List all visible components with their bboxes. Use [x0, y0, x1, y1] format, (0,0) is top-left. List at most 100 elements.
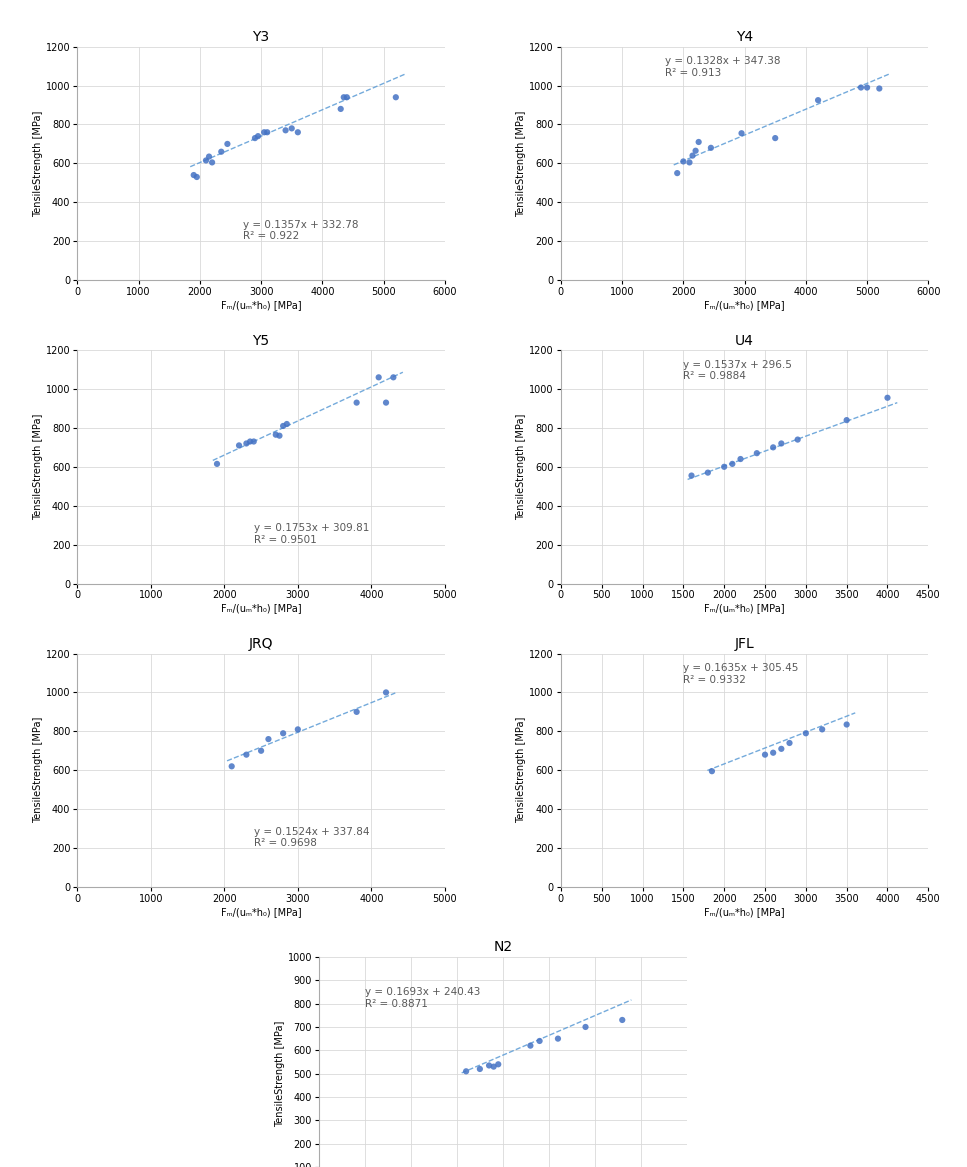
Point	[749, 443, 765, 462]
Point	[839, 411, 855, 429]
Point	[279, 414, 295, 433]
Y-axis label: TensileStrength [MPa]: TensileStrength [MPa]	[516, 413, 526, 520]
Point	[349, 703, 365, 721]
Point	[250, 127, 266, 146]
Point	[522, 1036, 538, 1055]
Point	[700, 463, 716, 482]
Point	[349, 393, 365, 412]
Y-axis label: TensileStrength [MPa]: TensileStrength [MPa]	[33, 413, 43, 520]
Point	[703, 139, 718, 158]
Point	[774, 434, 789, 453]
Text: y = 0.1753x + 309.81
R² = 0.9501: y = 0.1753x + 309.81 R² = 0.9501	[253, 523, 369, 545]
Point	[688, 141, 703, 160]
Point	[472, 1060, 487, 1078]
Point	[231, 436, 247, 455]
Point	[276, 417, 291, 435]
Point	[189, 168, 205, 187]
Point	[290, 123, 306, 141]
Point	[798, 724, 813, 742]
Point	[757, 746, 773, 764]
Point	[685, 146, 700, 165]
Title: Y5: Y5	[252, 334, 270, 348]
Point	[860, 78, 875, 97]
X-axis label: Fₘ/(uₘ*h₀) [MPa]: Fₘ/(uₘ*h₀) [MPa]	[220, 300, 302, 309]
Point	[276, 724, 291, 742]
Point	[853, 78, 868, 97]
Point	[201, 147, 217, 166]
Point	[704, 762, 719, 781]
Point	[839, 715, 855, 734]
Point	[268, 425, 283, 443]
Point	[458, 1062, 474, 1081]
Point	[768, 128, 783, 147]
Point	[676, 152, 691, 170]
X-axis label: Fₘ/(uₘ*h₀) [MPa]: Fₘ/(uₘ*h₀) [MPa]	[704, 603, 785, 613]
X-axis label: Fₘ/(uₘ*h₀) [MPa]: Fₘ/(uₘ*h₀) [MPa]	[220, 603, 302, 613]
Point	[577, 1018, 593, 1036]
Text: y = 0.1537x + 296.5
R² = 0.9884: y = 0.1537x + 296.5 R² = 0.9884	[684, 359, 792, 382]
Point	[239, 434, 254, 453]
Point	[371, 368, 387, 386]
X-axis label: Fₘ/(uₘ*h₀) [MPa]: Fₘ/(uₘ*h₀) [MPa]	[220, 907, 302, 916]
Text: y = 0.1524x + 337.84
R² = 0.9698: y = 0.1524x + 337.84 R² = 0.9698	[253, 826, 369, 848]
Point	[224, 757, 240, 776]
Point	[774, 740, 789, 759]
Point	[684, 466, 699, 485]
Y-axis label: TensileStrength [MPa]: TensileStrength [MPa]	[516, 110, 526, 217]
Point	[871, 79, 887, 98]
Point	[669, 163, 685, 182]
Point	[243, 432, 258, 450]
Point	[532, 1032, 547, 1050]
Point	[781, 734, 797, 753]
Y-axis label: TensileStrength [MPa]: TensileStrength [MPa]	[33, 717, 43, 824]
Point	[339, 88, 355, 106]
Point	[790, 431, 806, 449]
Y-axis label: TensileStrength [MPa]: TensileStrength [MPa]	[516, 717, 526, 824]
X-axis label: Fₘ/(uₘ*h₀) [MPa]: Fₘ/(uₘ*h₀) [MPa]	[704, 300, 785, 309]
Point	[261, 729, 277, 748]
Point	[388, 88, 403, 106]
Title: N2: N2	[493, 941, 513, 955]
Text: y = 0.1328x + 347.38
R² = 0.913: y = 0.1328x + 347.38 R² = 0.913	[665, 56, 780, 78]
Point	[814, 720, 830, 739]
Text: y = 0.1635x + 305.45
R² = 0.9332: y = 0.1635x + 305.45 R² = 0.9332	[684, 663, 799, 685]
Point	[810, 91, 826, 110]
Point	[733, 449, 748, 468]
Point	[615, 1011, 630, 1029]
Point	[378, 683, 394, 701]
Y-axis label: TensileStrength [MPa]: TensileStrength [MPa]	[33, 110, 43, 217]
Point	[239, 746, 254, 764]
Point	[278, 121, 293, 140]
Point	[550, 1029, 566, 1048]
Point	[272, 426, 287, 445]
Point	[490, 1055, 506, 1074]
Point	[290, 720, 306, 739]
Point	[766, 438, 781, 456]
Point	[482, 1056, 497, 1075]
Point	[724, 454, 740, 474]
Title: Y4: Y4	[736, 30, 753, 44]
Point	[333, 99, 348, 118]
Point	[486, 1057, 502, 1076]
Point	[214, 142, 229, 161]
Point	[204, 153, 220, 172]
Point	[209, 454, 224, 474]
Title: U4: U4	[735, 334, 754, 348]
X-axis label: Fₘ/(uₘ*h₀) [MPa]: Fₘ/(uₘ*h₀) [MPa]	[704, 907, 785, 916]
Y-axis label: TensileStrength [MPa]: TensileStrength [MPa]	[275, 1020, 285, 1127]
Title: JFL: JFL	[735, 637, 754, 651]
Point	[337, 88, 352, 106]
Point	[717, 457, 732, 476]
Point	[198, 152, 214, 170]
Point	[248, 128, 263, 147]
Title: JRQ: JRQ	[249, 637, 274, 651]
Point	[186, 166, 201, 184]
Point	[880, 389, 895, 407]
Point	[378, 393, 394, 412]
Point	[253, 741, 269, 760]
Point	[682, 153, 697, 172]
Point	[246, 432, 261, 450]
Point	[690, 133, 706, 152]
Point	[734, 124, 749, 142]
Title: Y3: Y3	[252, 30, 270, 44]
